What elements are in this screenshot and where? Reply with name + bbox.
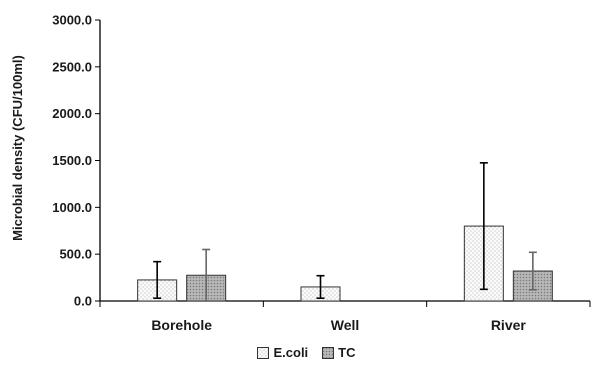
legend-item-tc: TC (322, 345, 356, 360)
legend-swatch-tc (322, 346, 335, 359)
y-tick-label: 1000.0 (52, 200, 92, 215)
y-tick-label: 3000.0 (52, 13, 92, 28)
x-tick-label: River (491, 317, 527, 333)
legend-swatch-ecoli (257, 346, 270, 359)
x-tick-label: Borehole (151, 317, 212, 333)
axes-group: 0.0 500.0 1000.0 1500.0 2000.0 2500.0 3000.0 Bo… (52, 13, 591, 333)
y-tick-label: 0.0 (74, 294, 92, 309)
bars-group (137, 225, 553, 302)
y-tick-label: 2500.0 (52, 59, 92, 74)
y-tick-label: 2000.0 (52, 106, 92, 121)
y-axis-title: Microbial density (CFU/100ml) (10, 55, 25, 241)
legend-item-ecoli: E.coli (257, 345, 308, 360)
legend: E.coli TC (0, 345, 613, 360)
error-bars-group (153, 162, 537, 302)
y-tick-label: 1500.0 (52, 153, 92, 168)
y-tick-label: 500.0 (59, 247, 92, 262)
bar-chart: 0.0 500.0 1000.0 1500.0 2000.0 2500.0 3000.0 Bo… (10, 13, 591, 333)
legend-label-ecoli: E.coli (273, 345, 309, 360)
legend-label-tc: TC (338, 345, 356, 360)
x-tick-label: Well (331, 317, 360, 333)
